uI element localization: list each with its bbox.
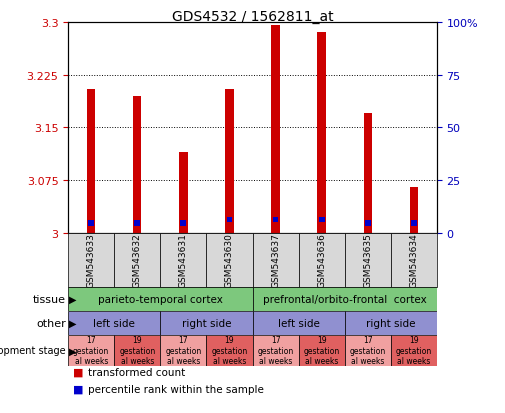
Bar [410,188,418,233]
Bar [179,152,187,233]
Bar [87,89,95,233]
Text: other: other [36,318,66,328]
Text: GSM543634: GSM543634 [409,233,418,287]
FancyBboxPatch shape [252,287,437,311]
Text: ▶: ▶ [69,294,77,304]
FancyBboxPatch shape [68,311,161,335]
Text: right side: right side [366,318,416,328]
FancyBboxPatch shape [161,311,252,335]
FancyBboxPatch shape [252,311,344,335]
FancyBboxPatch shape [391,335,437,366]
FancyBboxPatch shape [344,311,437,335]
Text: ▶: ▶ [69,318,77,328]
Bar [227,217,232,223]
Text: GDS4532 / 1562811_at: GDS4532 / 1562811_at [172,10,333,24]
Text: parieto-temporal cortex: parieto-temporal cortex [98,294,223,304]
Text: right side: right side [182,318,231,328]
FancyBboxPatch shape [161,335,207,366]
Text: 17
gestation
al weeks: 17 gestation al weeks [258,336,294,365]
Text: left side: left side [93,318,135,328]
Text: GSM543637: GSM543637 [271,233,280,287]
Bar [318,33,326,233]
Bar [319,217,325,223]
Text: GSM543635: GSM543635 [363,233,372,287]
Text: tissue: tissue [33,294,66,304]
FancyBboxPatch shape [68,233,114,287]
Text: left side: left side [278,318,320,328]
FancyBboxPatch shape [298,233,344,287]
Bar [180,221,186,226]
FancyBboxPatch shape [207,335,252,366]
Bar [364,114,372,233]
Text: 19
gestation
al weeks: 19 gestation al weeks [119,336,156,365]
Bar [134,221,140,226]
FancyBboxPatch shape [114,233,161,287]
FancyBboxPatch shape [298,335,344,366]
Text: 19
gestation
al weeks: 19 gestation al weeks [211,336,247,365]
Text: 19
gestation
al weeks: 19 gestation al weeks [395,336,432,365]
FancyBboxPatch shape [252,233,298,287]
Bar [133,96,141,233]
FancyBboxPatch shape [344,233,391,287]
FancyBboxPatch shape [207,233,252,287]
FancyBboxPatch shape [344,335,391,366]
Text: ■: ■ [73,384,84,394]
Text: GSM543632: GSM543632 [133,233,142,287]
FancyBboxPatch shape [68,335,114,366]
FancyBboxPatch shape [114,335,161,366]
FancyBboxPatch shape [391,233,437,287]
Bar [365,221,371,226]
Text: 19
gestation
al weeks: 19 gestation al weeks [304,336,340,365]
Text: prefrontal/orbito-frontal  cortex: prefrontal/orbito-frontal cortex [263,294,427,304]
Text: GSM543631: GSM543631 [179,233,188,287]
Text: 17
gestation
al weeks: 17 gestation al weeks [165,336,201,365]
Text: transformed count: transformed count [88,367,186,377]
Text: percentile rank within the sample: percentile rank within the sample [88,384,264,394]
Bar [88,221,94,226]
Bar [271,26,280,233]
FancyBboxPatch shape [252,335,298,366]
Bar [225,89,234,233]
Text: GSM543636: GSM543636 [317,233,326,287]
Text: development stage: development stage [0,345,66,356]
FancyBboxPatch shape [68,287,252,311]
Text: GSM543630: GSM543630 [225,233,234,287]
Text: ▶: ▶ [69,345,77,356]
Bar [273,217,278,223]
Text: ■: ■ [73,367,84,377]
FancyBboxPatch shape [161,233,207,287]
Text: 17
gestation
al weeks: 17 gestation al weeks [73,336,110,365]
Text: 17
gestation
al weeks: 17 gestation al weeks [349,336,386,365]
Bar [411,221,417,226]
Text: GSM543633: GSM543633 [87,233,96,287]
